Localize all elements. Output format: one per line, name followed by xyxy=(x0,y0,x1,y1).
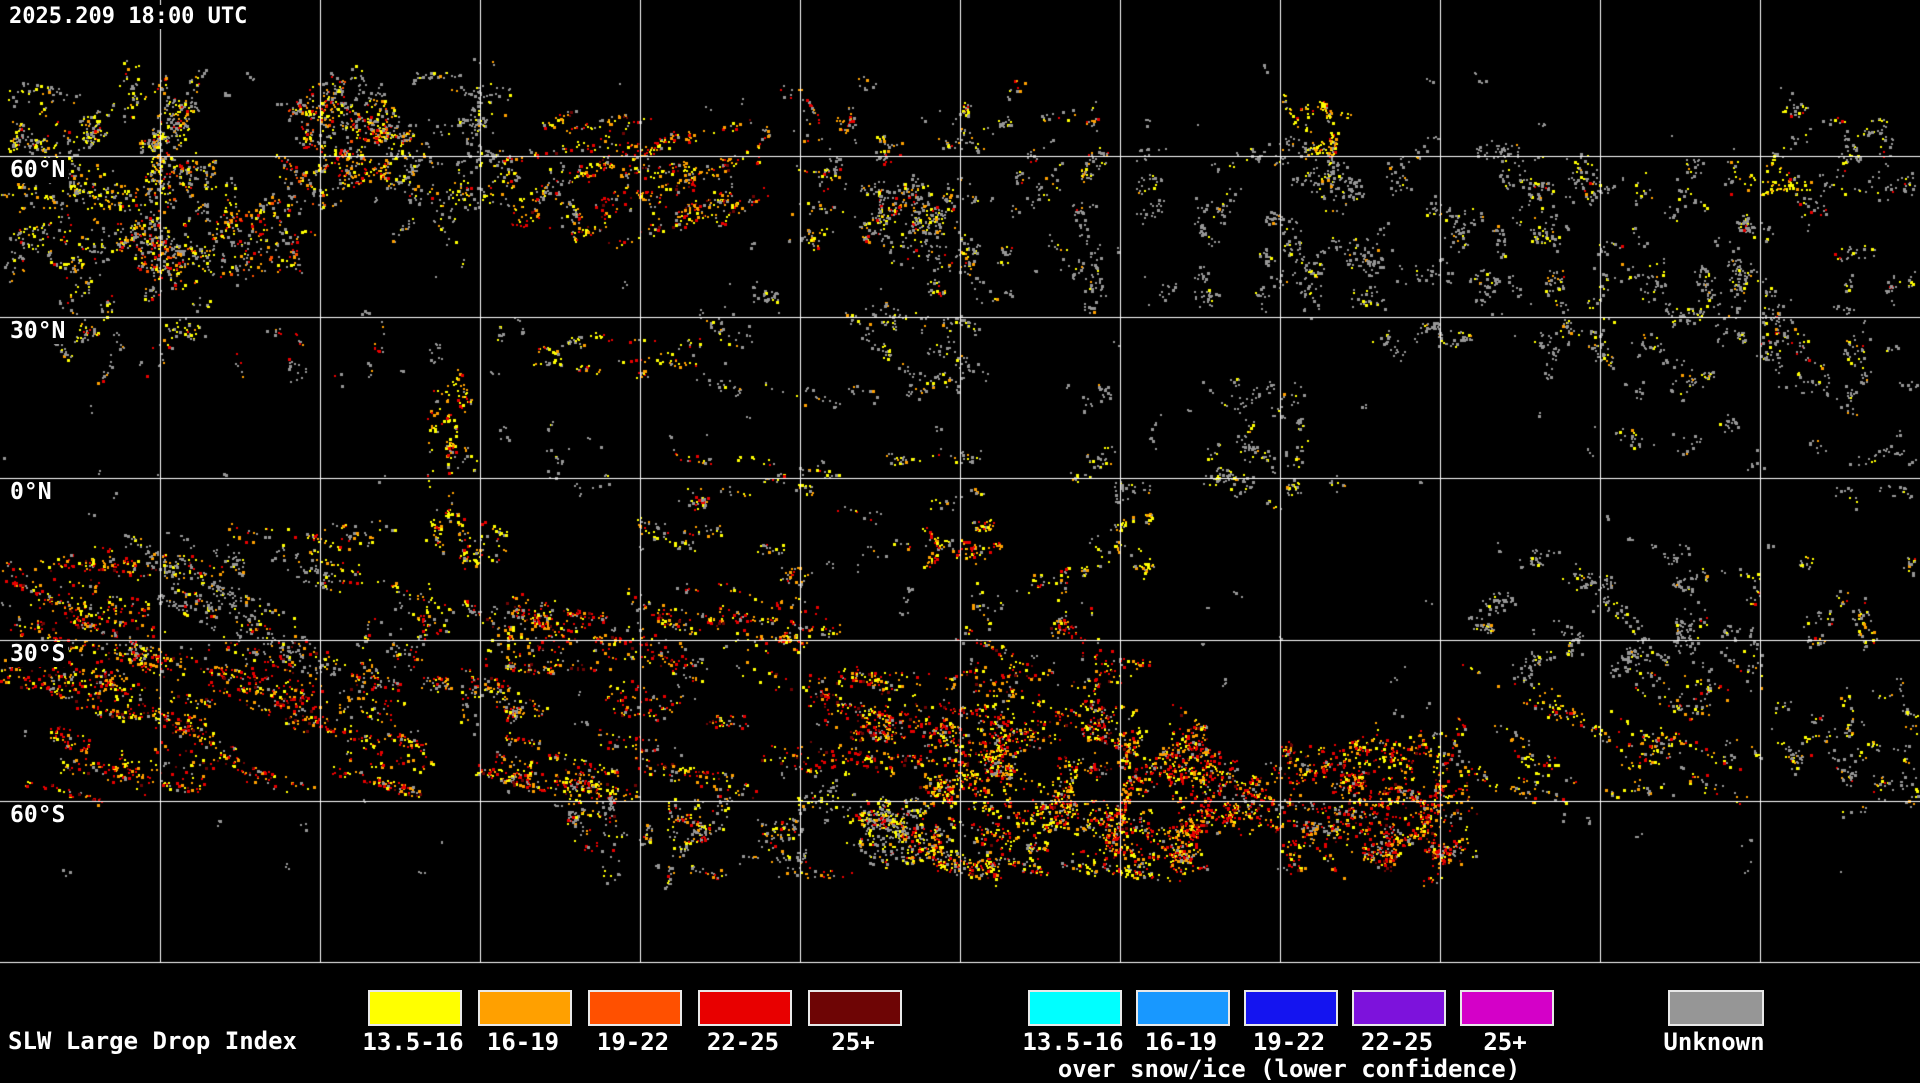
lat-label-30n: 30°N xyxy=(7,318,69,345)
lat-label-60n: 60°N xyxy=(7,157,69,184)
legend-snow-label-19-22: 19-22 xyxy=(1252,1028,1326,1056)
legend-unknown-label: Unknown xyxy=(1663,1028,1765,1056)
lat-label-0n: 0°N xyxy=(7,479,55,506)
legend-title: SLW Large Drop Index xyxy=(8,1027,297,1055)
legend-swatch-16-19 xyxy=(478,990,572,1026)
legend-swatch-25plus xyxy=(808,990,902,1026)
legend-snow-label-25plus: 25+ xyxy=(1483,1028,1527,1056)
legend-label-13.5-16: 13.5-16 xyxy=(362,1028,464,1056)
legend-snow-label-22-25: 22-25 xyxy=(1360,1028,1434,1056)
legend-snow-label-16-19: 16-19 xyxy=(1144,1028,1218,1056)
legend-label-19-22: 19-22 xyxy=(596,1028,670,1056)
legend-snow-swatch-16-19 xyxy=(1136,990,1230,1026)
legend-snow-label-13.5-16: 13.5-16 xyxy=(1022,1028,1124,1056)
legend-snow-swatch-25plus xyxy=(1460,990,1554,1026)
legend-label-16-19: 16-19 xyxy=(486,1028,560,1056)
legend-label-25plus: 25+ xyxy=(831,1028,875,1056)
legend-label-22-25: 22-25 xyxy=(706,1028,780,1056)
legend-unknown-swatch xyxy=(1668,990,1764,1026)
lat-label-30s: 30°S xyxy=(7,641,69,668)
legend-swatch-13.5-16 xyxy=(368,990,462,1026)
legend-snow-swatch-19-22 xyxy=(1244,990,1338,1026)
legend-swatch-22-25 xyxy=(698,990,792,1026)
legend-snow-swatch-22-25 xyxy=(1352,990,1446,1026)
legend-snow-swatch-13.5-16 xyxy=(1028,990,1122,1026)
lat-label-60s: 60°S xyxy=(7,802,69,829)
legend-swatch-19-22 xyxy=(588,990,682,1026)
timestamp: 2025.209 18:00 UTC xyxy=(6,4,251,30)
legend-snow-subtitle: over snow/ice (lower confidence) xyxy=(1009,1056,1569,1082)
